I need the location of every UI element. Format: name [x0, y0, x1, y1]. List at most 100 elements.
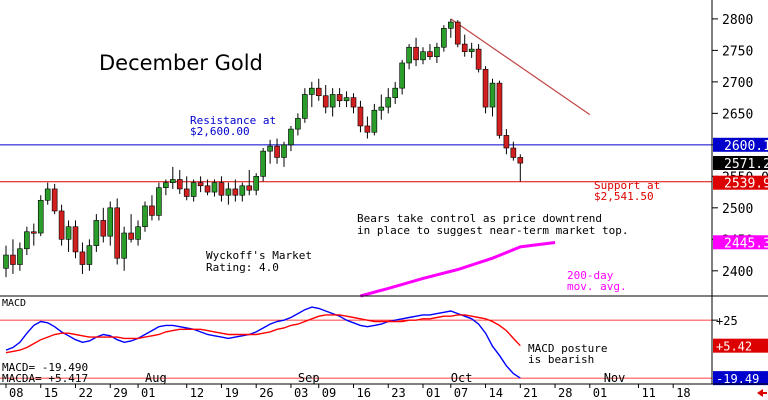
price-trendlines [360, 18, 591, 298]
candle [357, 100, 364, 133]
candle [128, 214, 134, 243]
time-month-label: Aug [145, 371, 167, 385]
candle [336, 88, 343, 108]
candle [65, 220, 72, 252]
price-tag-label: 2571.2 [724, 157, 768, 172]
candle-body-down [30, 231, 37, 234]
candle [218, 176, 225, 202]
candle [239, 182, 246, 202]
candle [399, 59, 405, 95]
candle-body-down [510, 147, 517, 158]
candle-body-up [392, 87, 399, 98]
time-tick-label: 01 [426, 386, 440, 400]
time-tick-label: 15 [44, 386, 58, 400]
candle-body-up [302, 94, 308, 119]
candle [510, 141, 517, 161]
candle-body-up [441, 28, 447, 48]
candle-body-up [385, 97, 392, 108]
macd-panel: +25 +5.42 -19.49 MACD MACD= -19.490 MACDA… [0, 296, 768, 386]
commentary-line-1: Bears take control as price downtrend [357, 212, 602, 225]
macd-tag-box [713, 338, 768, 353]
candle [454, 20, 461, 48]
candle [447, 18, 454, 38]
candle [308, 81, 315, 108]
candle [322, 85, 329, 114]
time-tick-label: 29 [113, 386, 127, 400]
candle [315, 78, 322, 101]
candle [343, 91, 350, 108]
price-tag-box [713, 137, 768, 152]
candle [392, 81, 399, 104]
candle [204, 179, 211, 196]
commentary-line-2: in place to suggest near-term market top… [357, 224, 629, 237]
candle [93, 214, 100, 252]
candle-body-down [51, 188, 58, 212]
support-label: Support at [594, 179, 660, 192]
macd-commentary-line-1: MACD posture [528, 342, 607, 355]
time-months: Aug Sep Oct Nov [145, 371, 625, 385]
candle-body-down [204, 185, 211, 193]
candle-body-up [267, 145, 273, 152]
moving-average-200-line [360, 241, 556, 298]
candle [475, 44, 482, 73]
candle-body-down [357, 106, 364, 127]
candle [114, 198, 120, 265]
candle-body-down [475, 48, 482, 70]
candle-body-down [350, 97, 357, 108]
candle-body-down [413, 46, 419, 61]
candle [107, 201, 114, 246]
candle [149, 195, 155, 221]
price-tags: 2600.1 2571.2 2539.9 2445.3 [713, 137, 768, 251]
candle [378, 94, 385, 120]
price-tag: 2539.9 [713, 175, 768, 192]
candle [58, 204, 65, 246]
time-tick-label: 14 [489, 386, 503, 400]
candle [496, 80, 503, 139]
candle-body-up [3, 254, 9, 269]
price-tick-label: 2400 [722, 265, 753, 280]
candle-body-up [44, 188, 51, 201]
candle-body-up [190, 182, 197, 197]
macd-line [5, 306, 521, 379]
candle-body-up [170, 179, 176, 183]
price-tag-label: 2539.9 [724, 177, 768, 192]
candle [197, 176, 204, 193]
candle [225, 182, 232, 205]
macd-tick-label: +25 [716, 314, 738, 328]
macd-tag-label: +5.42 [716, 340, 752, 354]
candle [79, 242, 86, 274]
candle-body-down [496, 82, 503, 136]
candle-body-up [65, 226, 72, 240]
support-value: $2,541.50 [594, 190, 654, 203]
candle-body-up [308, 87, 315, 95]
candle [51, 183, 58, 215]
candle-body-up [17, 248, 23, 265]
candle [176, 170, 183, 194]
candle [183, 176, 190, 201]
candle-body-down [100, 220, 107, 237]
candle-body-down [183, 188, 190, 197]
time-tick-label: 03 [294, 386, 308, 400]
price-tick-label: 2650 [722, 107, 753, 122]
candle [420, 47, 426, 65]
candle [86, 239, 93, 271]
candle-body-up [343, 97, 350, 102]
macd-title: MACD [2, 298, 26, 309]
price-reference-lines [0, 144, 712, 183]
price-tag: 2571.2 [713, 155, 768, 172]
candle-body-up [225, 188, 232, 196]
candle-body-down [218, 182, 225, 196]
wyckoff-rating-line-2: Rating: 4.0 [206, 261, 279, 274]
candle-body-down [427, 51, 433, 57]
time-tick-label: 09 [322, 386, 336, 400]
scroll-left-arrow-icon[interactable] [757, 389, 767, 397]
candle-body-down [72, 226, 79, 253]
candle-body-up [163, 182, 169, 188]
candle-body-down [114, 207, 120, 259]
candle-body-down [128, 232, 134, 240]
candle-body-up [121, 232, 127, 259]
candle [121, 226, 127, 271]
chart-title: December Gold [99, 51, 263, 75]
time-tick-label: 23 [391, 386, 405, 400]
